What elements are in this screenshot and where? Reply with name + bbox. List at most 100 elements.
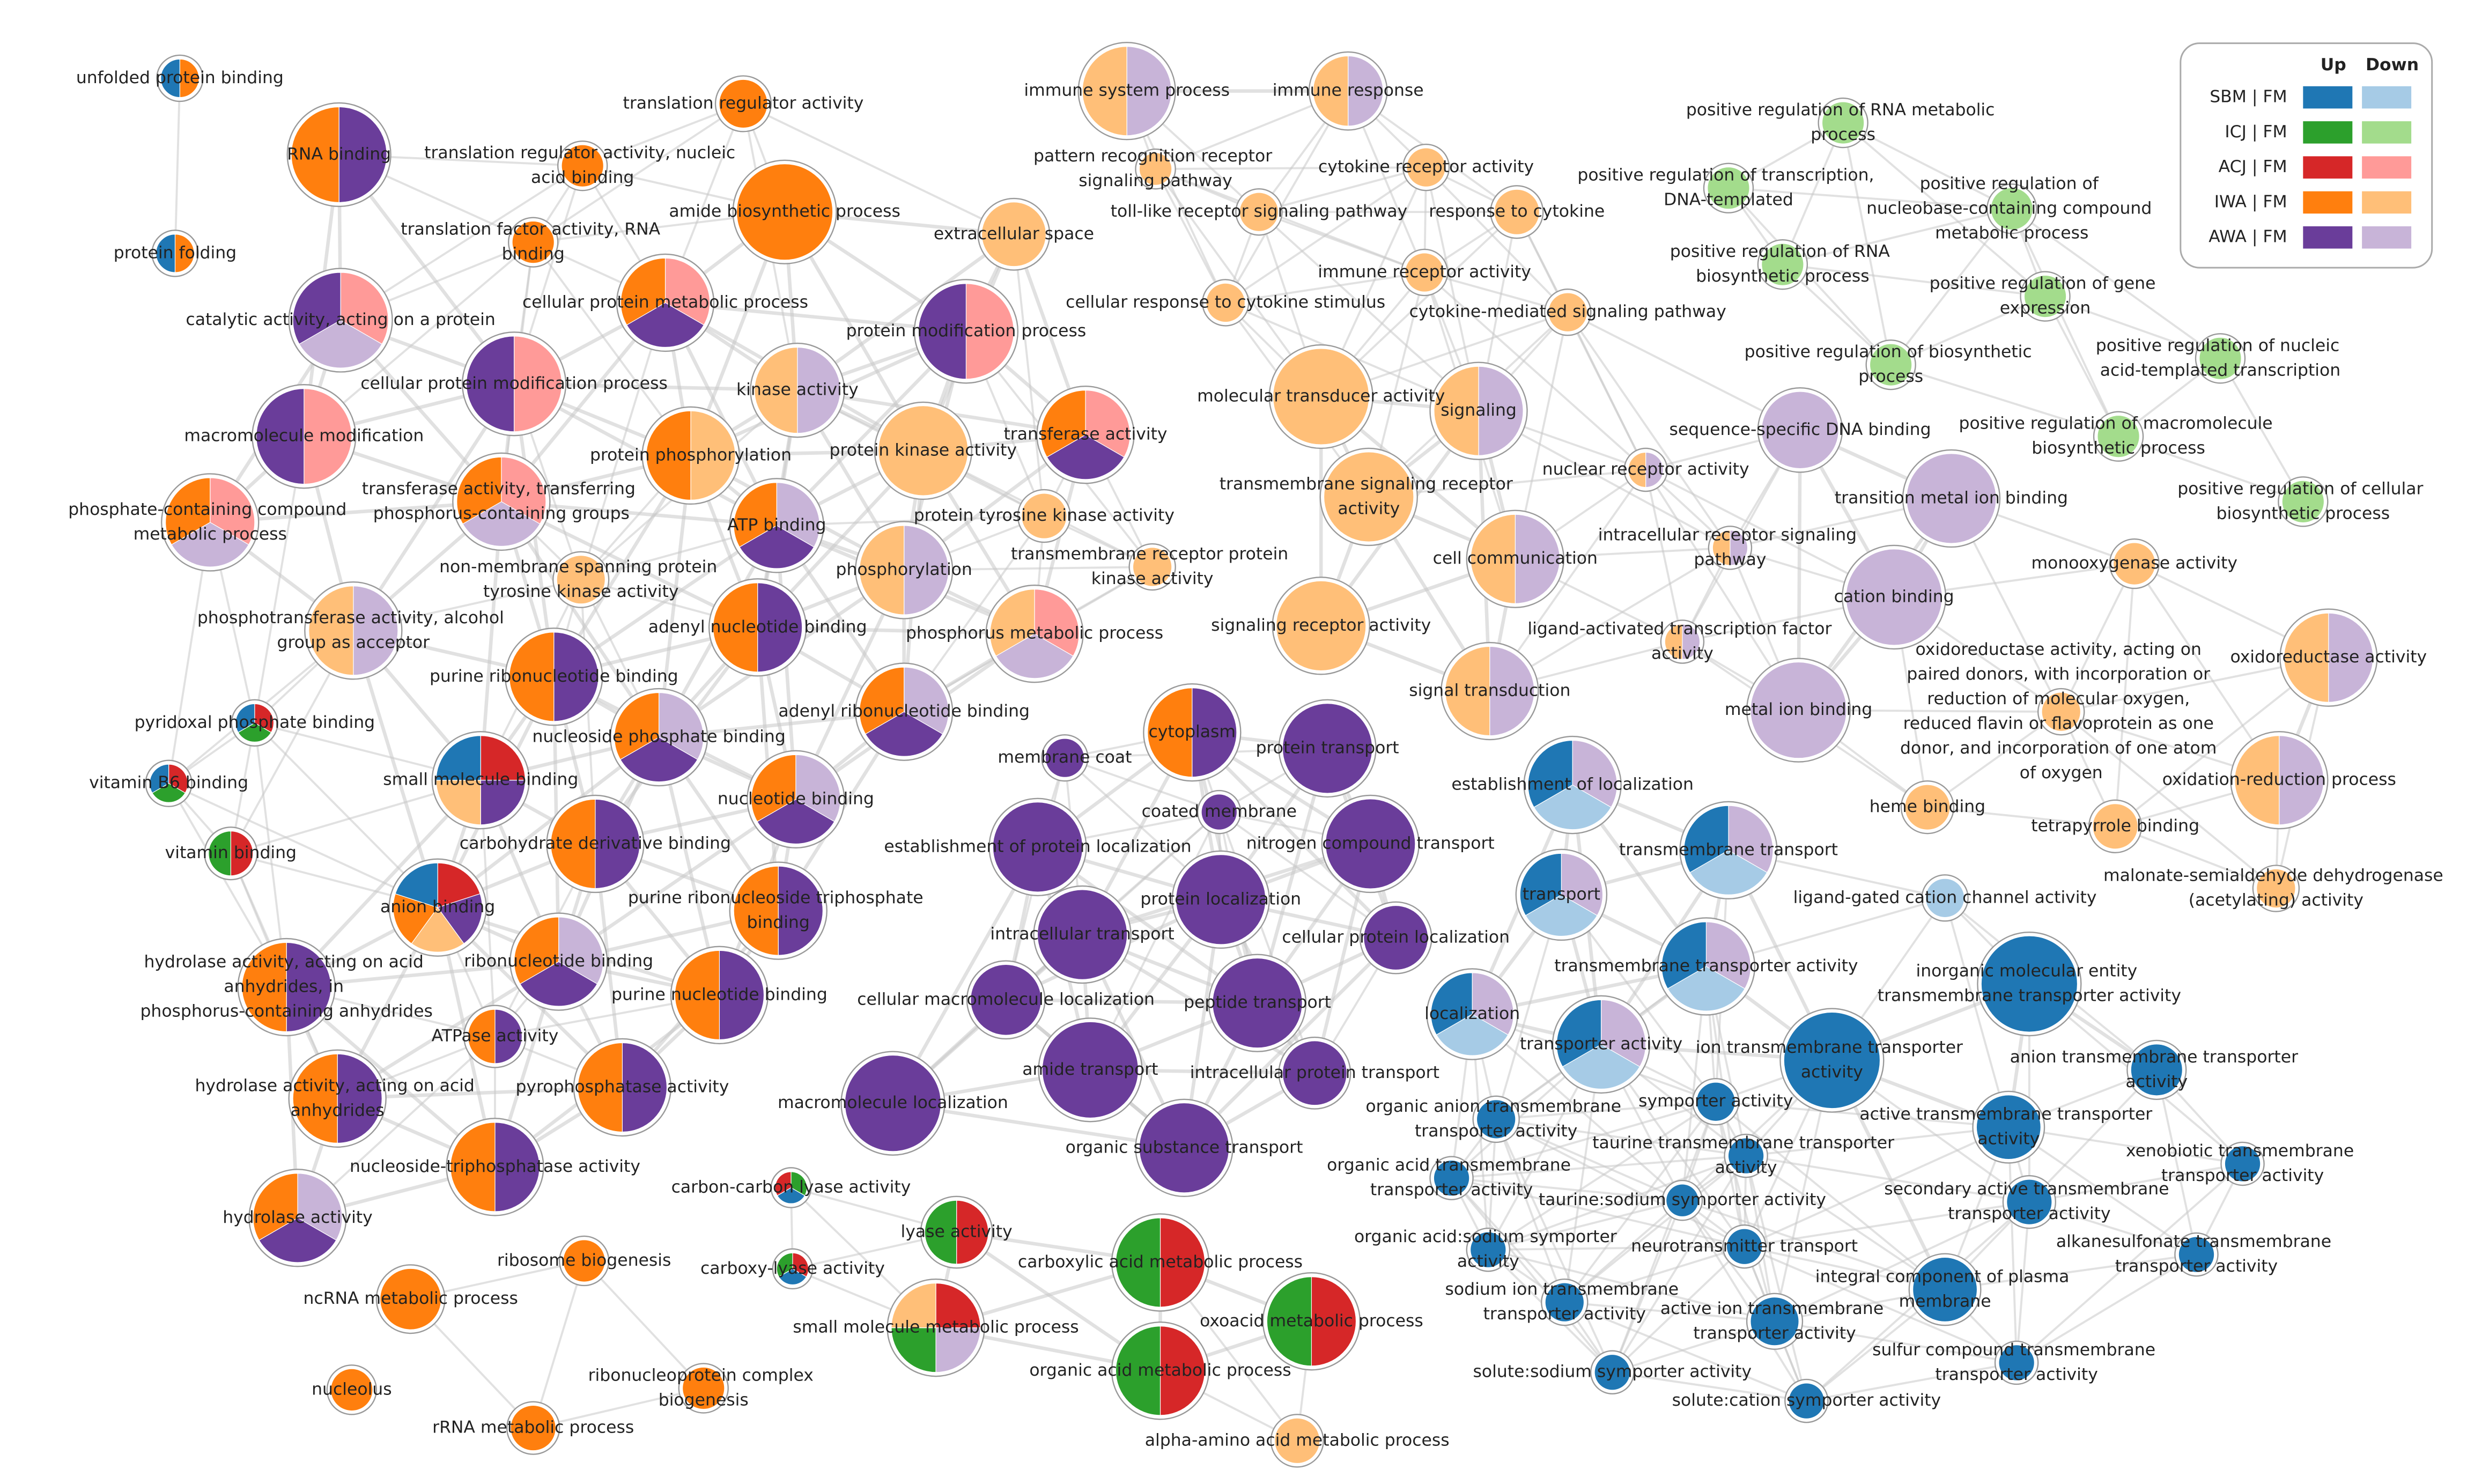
node-label: rRNA metabolic process bbox=[432, 1418, 634, 1437]
node-label: vitamin binding bbox=[165, 843, 297, 862]
edge bbox=[1644, 469, 1683, 642]
node bbox=[1201, 279, 1250, 327]
edge bbox=[1451, 1177, 1613, 1373]
node bbox=[446, 1118, 544, 1216]
node-label: monooxygenase activity bbox=[2031, 553, 2237, 573]
node bbox=[1552, 995, 1651, 1094]
node bbox=[1994, 1340, 2039, 1385]
node bbox=[463, 1005, 527, 1068]
pie-slice bbox=[859, 525, 905, 615]
node-label: amide biosynthetic process bbox=[669, 202, 900, 221]
pie-slice bbox=[1273, 349, 1369, 445]
edge bbox=[533, 1387, 704, 1429]
pie-slice bbox=[865, 711, 943, 757]
node-label: metal ion binding bbox=[1725, 700, 1872, 719]
pie-slice bbox=[1133, 548, 1172, 586]
node bbox=[1660, 619, 1705, 664]
node-label: anion transmembrane transporter activity bbox=[2010, 1047, 2303, 1091]
pie-slice bbox=[1037, 890, 1127, 979]
edge bbox=[1564, 1245, 1745, 1303]
node-label: positive regulation of cellular biosynth… bbox=[2177, 479, 2428, 523]
node-label: intracellular protein transport bbox=[1190, 1063, 1439, 1082]
pie-slice bbox=[754, 346, 798, 434]
pie-slice bbox=[435, 780, 481, 825]
edge bbox=[2115, 825, 2277, 890]
pie-slice bbox=[1176, 855, 1266, 944]
node-label: amide transport bbox=[1022, 1060, 1158, 1079]
node bbox=[2020, 271, 2071, 322]
node-label: oxidoreductase activity, acting on paire… bbox=[1900, 640, 2222, 782]
node-label: transferase activity, transferring phosp… bbox=[362, 479, 641, 523]
node-label: taurine:sodium symporter activity bbox=[1539, 1190, 1826, 1209]
edge bbox=[1564, 1301, 1775, 1323]
edge bbox=[1155, 166, 1427, 171]
node bbox=[1278, 1036, 1351, 1110]
pie-slice bbox=[1434, 366, 1479, 456]
edge bbox=[532, 1260, 586, 1429]
node-label: membrane coat bbox=[998, 748, 1132, 767]
pie-slice bbox=[1525, 894, 1598, 937]
node bbox=[2278, 476, 2329, 527]
node bbox=[1865, 339, 1916, 390]
node-label: protein tyrosine kinase activity bbox=[914, 506, 1175, 525]
node-label: coated membrane bbox=[1142, 802, 1297, 821]
node bbox=[913, 279, 1019, 384]
node-label: cation binding bbox=[1834, 587, 1954, 606]
node-label: purine nucleotide binding bbox=[611, 985, 828, 1004]
node bbox=[1426, 968, 1518, 1060]
node-label: phosphorus metabolic process bbox=[906, 624, 1163, 643]
node-label: protein folding bbox=[114, 243, 237, 262]
node-label: inorganic molecular entity transmembrane… bbox=[1878, 962, 2181, 1006]
node bbox=[609, 688, 708, 787]
node-label: cellular protein modification process bbox=[360, 374, 668, 393]
node bbox=[1779, 1008, 1885, 1113]
node bbox=[2279, 608, 2378, 707]
pie-slice bbox=[256, 388, 305, 485]
edge bbox=[1451, 1101, 1716, 1179]
pie-slice bbox=[719, 950, 765, 1040]
pie-slice bbox=[1750, 1297, 1799, 1346]
pie-slice bbox=[1696, 1082, 1735, 1121]
edge bbox=[1716, 1101, 2009, 1128]
node bbox=[509, 912, 608, 1011]
node bbox=[714, 75, 772, 132]
edge bbox=[1926, 711, 2062, 808]
node-label: protein kinase activity bbox=[830, 440, 1017, 460]
pie-slice bbox=[918, 283, 967, 380]
pie-slice bbox=[1040, 390, 1086, 458]
pie-slice bbox=[1405, 253, 1444, 292]
pie-slice bbox=[626, 302, 705, 348]
edge bbox=[1746, 1155, 2030, 1204]
pie-slice bbox=[1664, 624, 1683, 660]
node bbox=[1544, 288, 1592, 336]
pie-slice bbox=[1283, 1041, 1347, 1105]
legend-label: IWA | FM bbox=[2214, 192, 2287, 211]
pie-slice bbox=[514, 917, 559, 985]
node-label: small molecule metabolic process bbox=[793, 1318, 1079, 1337]
node-label: oxidation-reduction process bbox=[2162, 770, 2396, 789]
node bbox=[772, 1248, 814, 1290]
node bbox=[252, 384, 357, 489]
pie-slice bbox=[1683, 805, 1729, 873]
edge bbox=[1471, 1013, 1683, 1201]
node bbox=[145, 759, 193, 807]
node bbox=[1986, 183, 2037, 234]
pie-slice bbox=[1728, 805, 1774, 873]
edge bbox=[2044, 295, 2221, 360]
node bbox=[1077, 41, 1176, 141]
node-label: purine ribonucleoside triphosphate bindi… bbox=[628, 888, 929, 932]
node-label: pyridoxal phosphate binding bbox=[135, 713, 375, 732]
node-label: ion transmembrane transporter activity bbox=[1696, 1038, 1968, 1082]
pie-slice bbox=[614, 692, 660, 760]
pie-slice bbox=[1324, 452, 1414, 542]
node-label: transition metal ion binding bbox=[1835, 488, 2068, 507]
pie-slice bbox=[971, 964, 1041, 1035]
node bbox=[1466, 510, 1564, 608]
edge bbox=[2044, 296, 2119, 437]
edge bbox=[1225, 271, 1425, 304]
pie-slice bbox=[1276, 581, 1366, 670]
pie-slice bbox=[1628, 452, 1646, 488]
node-label: hydrolase activity, acting on acid anhyd… bbox=[195, 1076, 479, 1120]
edge bbox=[1567, 312, 1647, 470]
node-label: translation factor activity, RNA binding bbox=[401, 220, 666, 264]
